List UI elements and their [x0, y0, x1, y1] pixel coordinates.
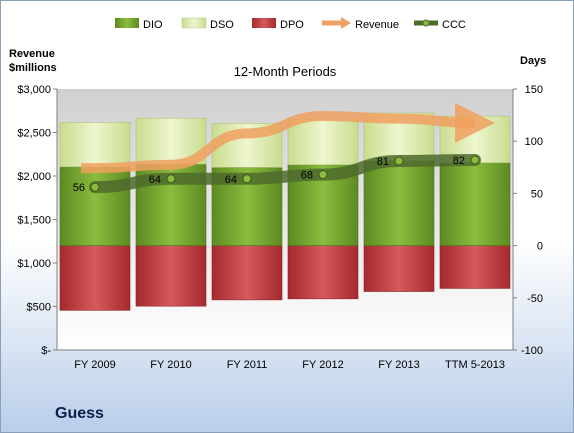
dso-bar	[287, 118, 359, 166]
chart-title: 12-Month Periods	[234, 64, 337, 79]
right-axis-tick-label: 0	[537, 241, 543, 253]
legend-label-ccc: CCC	[442, 19, 466, 31]
dpo-bar	[59, 245, 131, 311]
dio-bar	[439, 162, 511, 246]
ccc-point	[318, 170, 328, 180]
ccc-point	[90, 182, 100, 192]
left-axis-title-line2: $millions	[9, 62, 57, 74]
legend-marker-ccc	[422, 19, 430, 27]
left-axis-tick-label: $2,000	[17, 171, 51, 183]
left-axis-tick-label: $2,500	[17, 128, 51, 140]
dpo-bar	[135, 245, 207, 307]
ccc-data-label: 81	[377, 156, 389, 168]
dpo-bar	[439, 245, 511, 289]
x-axis-tick-label: FY 2009	[74, 359, 115, 371]
dso-bar	[59, 122, 131, 168]
legend-label-dso: DSO	[210, 19, 234, 31]
legend-swatch-dpo	[252, 18, 276, 28]
ccc-point	[394, 156, 404, 166]
x-axis-tick-label: FY 2010	[150, 359, 191, 371]
x-axis-tick-label: FY 2013	[378, 359, 419, 371]
x-axis-tick-label: FY 2012	[302, 359, 343, 371]
left-axis-tick-label: $1,000	[17, 258, 51, 270]
ccc-data-label: 68	[301, 170, 313, 182]
revenue-line	[81, 102, 495, 174]
ccc-data-label: 82	[453, 155, 465, 167]
legend-swatch-dio	[115, 18, 139, 28]
right-axis-tick-label: 50	[531, 188, 543, 200]
left-axis-title-line1: Revenue	[9, 48, 55, 60]
legend: DIO DSO DPO Revenue CCC	[115, 17, 466, 31]
ccc-point	[242, 174, 252, 184]
ccc-data-label: 64	[149, 174, 161, 186]
dpo-bar	[363, 245, 435, 292]
left-axis-tick-label: $1,500	[17, 215, 51, 227]
x-axis-tick-label: TTM 5-2013	[445, 359, 505, 371]
right-axis-tick-label: 100	[525, 136, 543, 148]
ccc-point	[470, 155, 480, 165]
dpo-bar	[287, 245, 359, 300]
x-axis-tick-label: FY 2011	[227, 359, 268, 371]
left-axis-tick-label: $-	[41, 345, 51, 357]
legend-arrow-revenue	[341, 17, 351, 29]
ccc-data-label: 64	[225, 174, 237, 186]
axes: $- $500 $1,000 $1,500 $2,000 $2,500 $3,000 -100…	[17, 84, 543, 371]
right-axis-tick-label: 150	[525, 84, 543, 96]
dio-bar	[59, 166, 131, 246]
dpo-bar	[211, 245, 283, 301]
left-axis-tick-label: $500	[27, 302, 51, 314]
plot-area	[57, 89, 513, 350]
legend-label-dio: DIO	[143, 19, 163, 31]
legend-label-revenue: Revenue	[355, 19, 399, 31]
ccc-line	[89, 153, 481, 194]
ccc-data-label: 56	[73, 182, 85, 194]
right-axis-tick-label: -50	[527, 293, 543, 305]
left-axis-tick-label: $3,000	[17, 84, 51, 96]
legend-label-dpo: DPO	[280, 19, 304, 31]
right-axis-title: Days	[520, 55, 546, 67]
right-axis-tick-label: -100	[521, 345, 543, 357]
legend-swatch-dso	[181, 17, 207, 29]
dio-bar	[363, 160, 435, 246]
lines: 56 64 64 68 81 82	[73, 102, 495, 194]
ccc-point	[166, 174, 176, 184]
company-name: Guess	[55, 405, 104, 422]
